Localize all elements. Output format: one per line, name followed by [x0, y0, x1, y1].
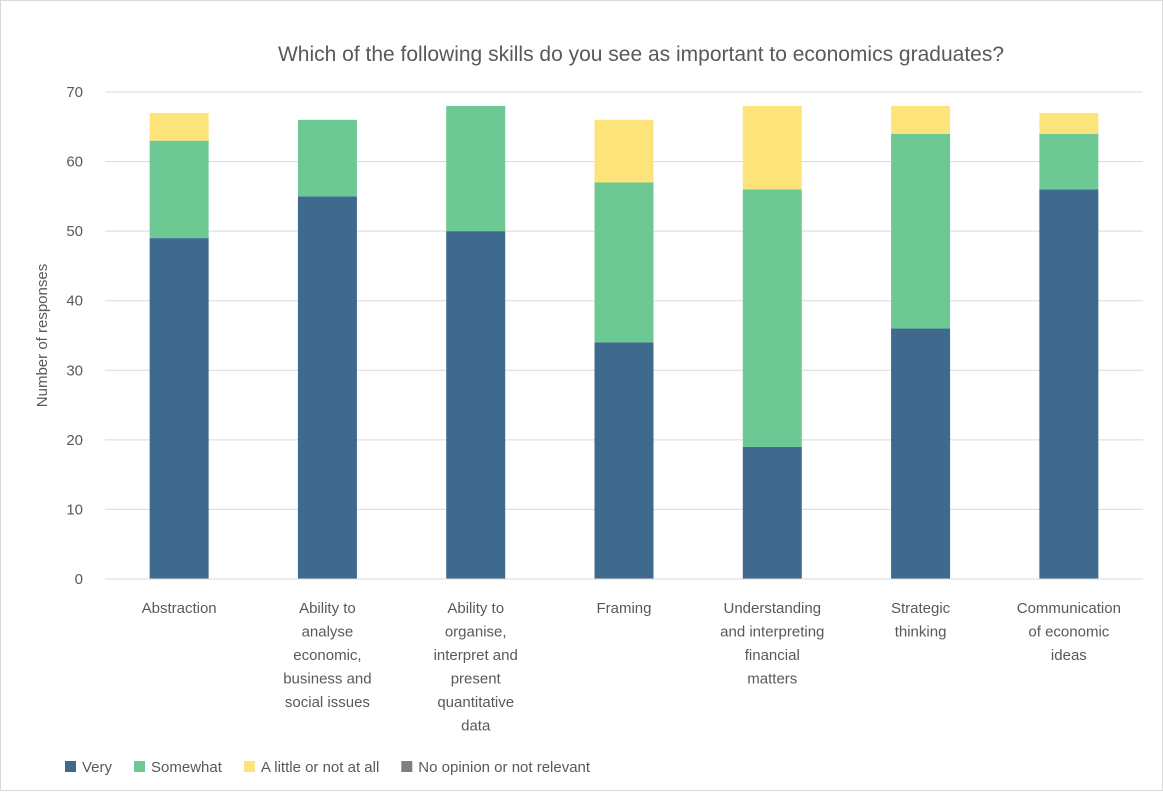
bar-segment: [1039, 189, 1099, 579]
legend-swatch: [243, 761, 255, 772]
bar-segment: [297, 196, 357, 579]
bar-segment: [1039, 112, 1099, 134]
bar-segment: [594, 342, 654, 579]
bar-segment: [149, 140, 209, 239]
legend-swatch: [65, 761, 76, 772]
x-category-label: Communication of economic ideas: [1017, 600, 1121, 664]
legend-label: Somewhat: [151, 759, 223, 776]
x-category-label: Abstraction: [142, 600, 217, 617]
legend-swatch: [134, 761, 146, 772]
bar-segment: [742, 446, 802, 579]
legend-label: A little or not at all: [261, 759, 379, 776]
bar-segment: [594, 119, 654, 183]
y-axis-title: Number of responses: [34, 264, 51, 407]
bar-segment: [446, 105, 506, 232]
y-tick-label: 60: [66, 154, 83, 171]
y-tick-label: 40: [66, 293, 83, 310]
y-tick-label: 50: [66, 223, 83, 240]
legend: Very Somewhat A little or not at all No opi…: [65, 759, 591, 776]
legend-swatch: [401, 761, 413, 772]
chart-title: Which of the following skills do you see…: [278, 43, 1004, 66]
y-tick-label: 70: [66, 84, 83, 101]
x-axis-category-labels: Abstraction Ability to analyse economic, bus…: [142, 600, 1121, 735]
bar-segment: [1039, 133, 1099, 190]
y-tick-label: 30: [66, 362, 83, 379]
x-category-label: Ability to analyse economic, business and so…: [283, 600, 371, 711]
y-tick-label: 0: [75, 571, 83, 588]
legend-label: No opinion or not relevant: [418, 759, 591, 776]
bar-segment: [149, 238, 209, 579]
bar-segment: [742, 189, 802, 447]
bar-segment: [891, 105, 951, 134]
x-category-label: Framing: [596, 600, 651, 617]
bar-segment: [149, 112, 209, 141]
bar-segment: [594, 182, 654, 343]
x-category-label: Ability to organise, interpret and present q…: [434, 600, 518, 735]
bar-segment: [742, 105, 802, 190]
bar-segment: [446, 231, 506, 579]
x-category-label: Strategic thinking: [891, 600, 951, 641]
bar-segment: [891, 133, 951, 329]
y-tick-label: 10: [66, 501, 83, 518]
y-tick-label: 20: [66, 432, 83, 449]
bars: [149, 105, 1099, 579]
bar-segment: [297, 119, 357, 197]
legend-label: Very: [82, 759, 113, 776]
bar-segment: [891, 328, 951, 579]
y-axis-ticks: 0 10 20 30 40 50 60 70: [66, 84, 83, 588]
x-category-label: Understanding and interpreting financial ma…: [720, 600, 824, 688]
